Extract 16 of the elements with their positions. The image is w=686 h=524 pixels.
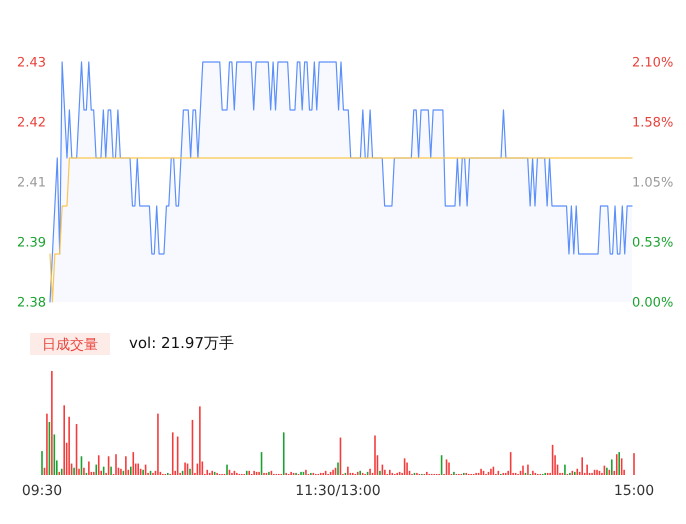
y2-tick-label: 0.53% bbox=[632, 236, 674, 250]
y2-tick-label: 2.10% bbox=[632, 56, 674, 70]
chart-title: 日成交量 bbox=[42, 337, 98, 353]
y-tick-label: 2.38 bbox=[17, 296, 46, 310]
y-tick-label: 2.42 bbox=[17, 116, 46, 130]
y2-tick-label: 1.58% bbox=[632, 116, 674, 130]
y-tick-label: 2.41 bbox=[17, 176, 46, 190]
x-tick-label: 09:30 bbox=[22, 483, 62, 499]
y-tick-label: 2.39 bbox=[17, 236, 46, 250]
line-series bbox=[49, 157, 633, 303]
y2-tick-label: 0.00% bbox=[632, 296, 674, 310]
x-tick-label: 15:00 bbox=[614, 483, 654, 499]
y-tick-label: 2.43 bbox=[17, 56, 46, 70]
y2-tick-label: 1.05% bbox=[632, 176, 674, 190]
x-tick-label: 11:30/13:00 bbox=[295, 483, 381, 499]
chart-subtitle: vol: 21.97万手 bbox=[129, 334, 234, 352]
